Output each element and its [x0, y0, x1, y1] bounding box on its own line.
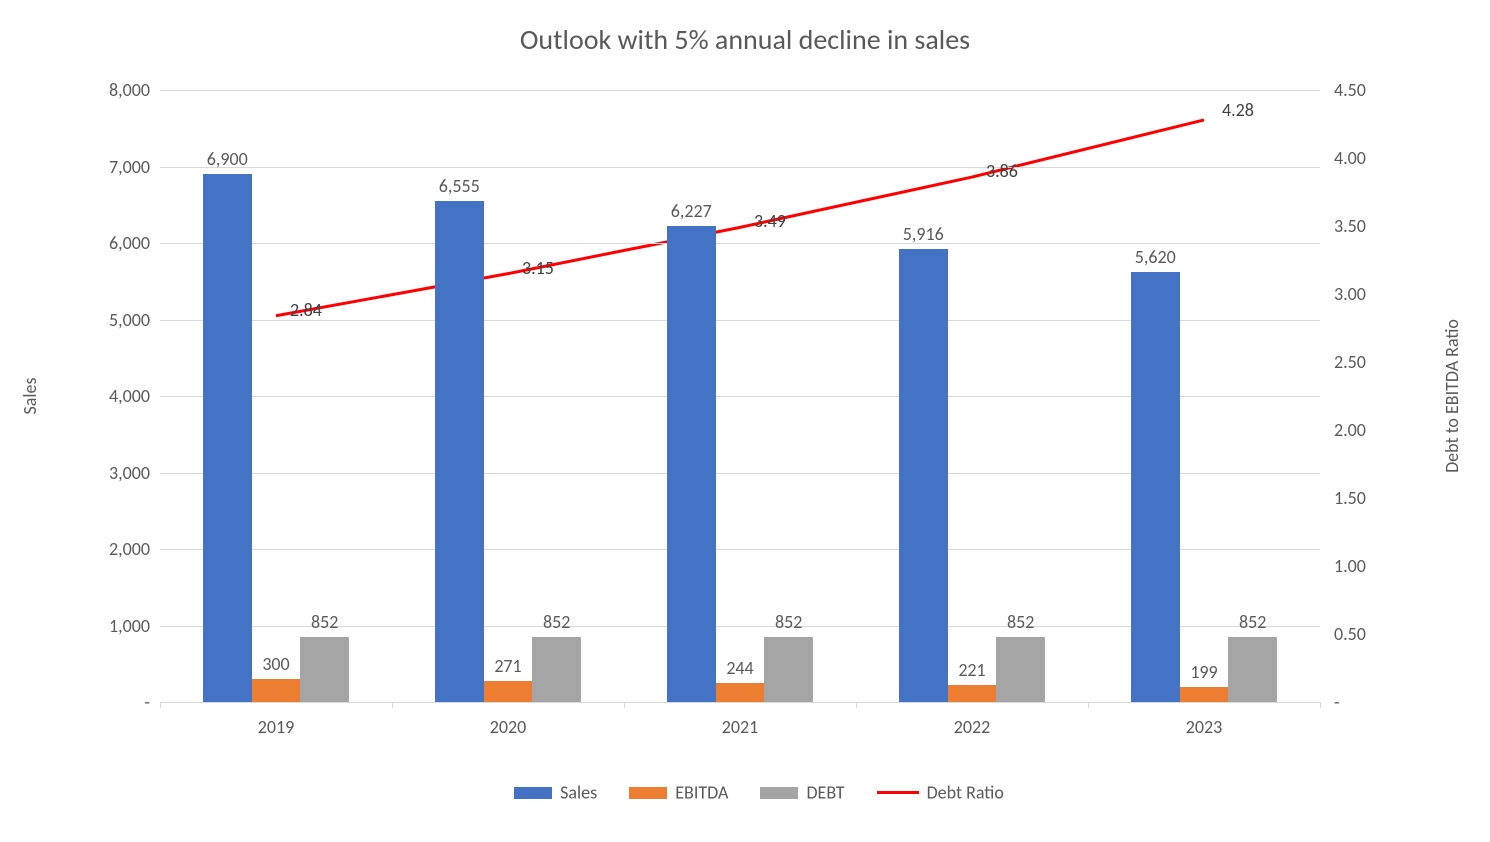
- bar-label-debt: 852: [311, 611, 338, 633]
- y2-tick-label: 3.00: [1334, 283, 1404, 305]
- legend-label-debt: DEBT: [806, 782, 844, 804]
- bar-debt: [532, 637, 581, 702]
- bar-label-sales: 6,555: [439, 175, 480, 197]
- combo-chart: Outlook with 5% annual decline in sales …: [0, 0, 1490, 842]
- bar-label-sales: 5,620: [1135, 246, 1176, 268]
- y2-axis-title: Debt to EBITDA Ratio: [1441, 319, 1463, 473]
- y2-tick-label: 1.50: [1334, 487, 1404, 509]
- y1-tick-label: 8,000: [70, 79, 150, 101]
- bar-label-debt: 852: [775, 611, 802, 633]
- line-label-debt-ratio: 3.86: [986, 160, 1018, 182]
- bar-sales: [435, 201, 484, 702]
- bar-ebitda: [252, 679, 301, 702]
- bar-debt: [996, 637, 1045, 702]
- legend-swatch-debt: [760, 787, 798, 799]
- y1-tick-label: 3,000: [70, 462, 150, 484]
- y2-tick-label: 4.00: [1334, 147, 1404, 169]
- bar-debt: [1228, 637, 1277, 702]
- bar-sales: [1131, 272, 1180, 702]
- x-tick-mark: [856, 702, 857, 708]
- x-tick-mark: [1088, 702, 1089, 708]
- y2-tick-label: -: [1334, 691, 1404, 713]
- y1-axis-title: Sales: [19, 377, 41, 414]
- bar-label-debt: 852: [1239, 611, 1266, 633]
- legend-label-ebitda: EBITDA: [675, 782, 728, 804]
- x-tick-label: 2023: [1186, 716, 1223, 738]
- chart-title: Outlook with 5% annual decline in sales: [0, 22, 1490, 57]
- line-label-debt-ratio: 2.84: [290, 299, 322, 321]
- bar-sales: [667, 226, 716, 702]
- grid-line: [160, 167, 1320, 168]
- legend-swatch-ratio: [877, 791, 919, 794]
- y1-tick-label: 4,000: [70, 385, 150, 407]
- legend-swatch-ebitda: [629, 787, 667, 799]
- line-label-debt-ratio: 3.15: [522, 257, 554, 279]
- legend-swatch-sales: [514, 787, 552, 799]
- grid-line: [160, 243, 1320, 244]
- x-tick-label: 2021: [722, 716, 759, 738]
- bar-label-ebitda: 271: [494, 655, 521, 677]
- y2-tick-label: 1.00: [1334, 555, 1404, 577]
- y1-tick-label: 7,000: [70, 156, 150, 178]
- bar-label-ebitda: 244: [726, 657, 753, 679]
- y2-tick-label: 0.50: [1334, 623, 1404, 645]
- legend: Sales EBITDA DEBT Debt Ratio: [0, 780, 1490, 804]
- line-label-debt-ratio: 3.49: [754, 210, 786, 232]
- line-label-debt-ratio: 4.28: [1222, 99, 1254, 121]
- y1-tick-label: 5,000: [70, 309, 150, 331]
- x-tick-mark: [1320, 702, 1321, 708]
- x-tick-mark: [624, 702, 625, 708]
- y2-tick-label: 2.00: [1334, 419, 1404, 441]
- y2-tick-label: 4.50: [1334, 79, 1404, 101]
- bar-ebitda: [716, 683, 765, 702]
- x-tick-mark: [160, 702, 161, 708]
- x-tick-label: 2020: [490, 716, 527, 738]
- bar-label-sales: 6,900: [207, 148, 248, 170]
- bar-label-ebitda: 221: [958, 659, 985, 681]
- bar-label-sales: 5,916: [903, 223, 944, 245]
- y1-tick-label: 1,000: [70, 615, 150, 637]
- y2-tick-label: 2.50: [1334, 351, 1404, 373]
- bar-sales: [203, 174, 252, 702]
- bar-debt: [764, 637, 813, 702]
- y1-tick-label: 6,000: [70, 232, 150, 254]
- bar-ebitda: [484, 681, 533, 702]
- grid-line: [160, 90, 1320, 91]
- legend-label-ratio: Debt Ratio: [927, 782, 1004, 804]
- bar-label-debt: 852: [1007, 611, 1034, 633]
- bar-label-debt: 852: [543, 611, 570, 633]
- y1-tick-label: -: [70, 691, 150, 713]
- line-debt-ratio: [276, 120, 1204, 316]
- plot-area: 6,900 300 852 6,555 271 852 6,227 244 852 5,916 22…: [160, 90, 1320, 703]
- bar-ebitda: [948, 685, 997, 702]
- bar-ebitda: [1180, 687, 1229, 702]
- x-tick-label: 2019: [258, 716, 295, 738]
- bar-sales: [899, 249, 948, 702]
- y1-tick-label: 2,000: [70, 538, 150, 560]
- legend-label-sales: Sales: [560, 782, 597, 804]
- bar-label-sales: 6,227: [671, 200, 712, 222]
- bar-debt: [300, 637, 349, 702]
- bar-label-ebitda: 300: [262, 653, 289, 675]
- bar-label-ebitda: 199: [1190, 661, 1217, 683]
- x-tick-mark: [392, 702, 393, 708]
- x-tick-label: 2022: [954, 716, 991, 738]
- y2-tick-label: 3.50: [1334, 215, 1404, 237]
